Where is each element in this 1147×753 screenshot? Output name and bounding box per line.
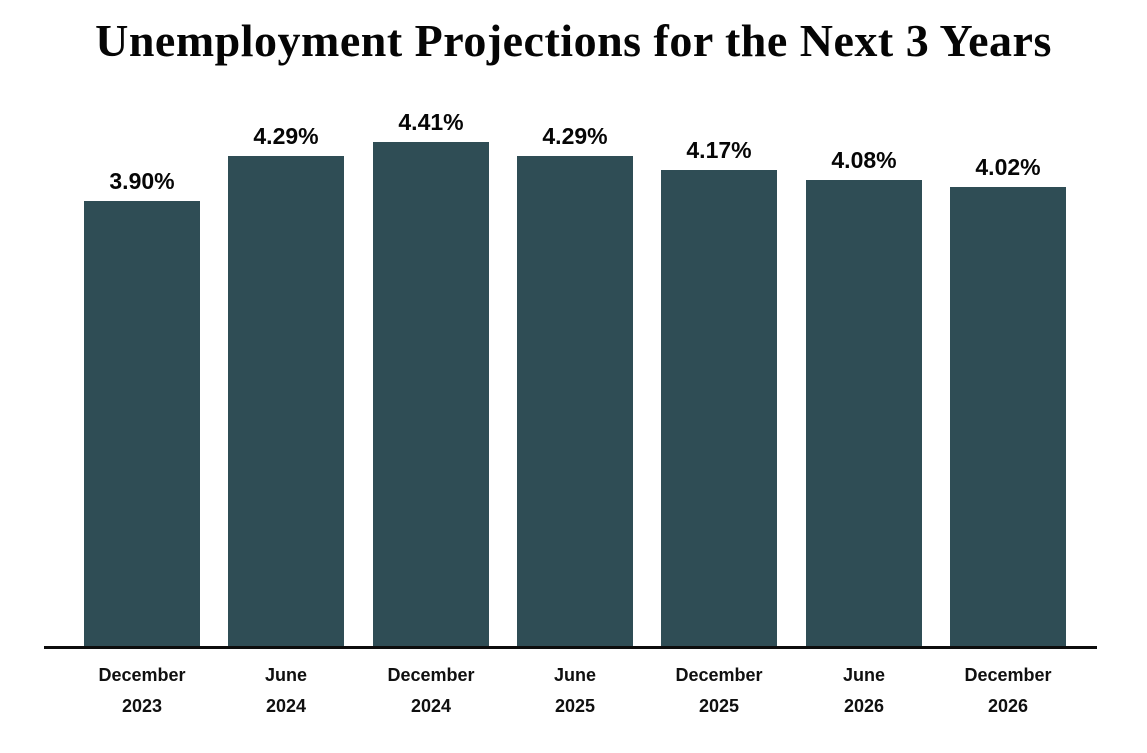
bar-value-label: 4.02% <box>975 154 1041 180</box>
bar-category-label: December 2025 <box>675 665 763 716</box>
bar-value-label: 4.17% <box>686 137 752 163</box>
bar-category-label: December 2023 <box>98 665 186 716</box>
bar <box>661 170 777 648</box>
bar-value-label: 4.08% <box>831 147 897 173</box>
bar-category-label: June 2024 <box>264 665 307 716</box>
bar-value-label: 3.90% <box>109 168 175 194</box>
bar <box>228 156 344 648</box>
bar-value-label: 4.29% <box>542 123 608 149</box>
bar <box>373 142 489 648</box>
bar-category-label: December 2026 <box>964 665 1052 716</box>
bar <box>84 201 200 648</box>
x-axis-line <box>44 646 1097 649</box>
bar <box>950 187 1066 648</box>
bar-category-label: June 2026 <box>842 665 885 716</box>
bar-value-label: 4.41% <box>398 109 464 135</box>
chart-title: Unemployment Projections for the Next 3 … <box>95 15 1052 66</box>
bar-category-label: June 2025 <box>553 665 596 716</box>
bar <box>517 156 633 648</box>
bar <box>806 180 922 648</box>
bar-category-label: December 2024 <box>387 665 475 716</box>
bar-value-label: 4.29% <box>253 123 319 149</box>
